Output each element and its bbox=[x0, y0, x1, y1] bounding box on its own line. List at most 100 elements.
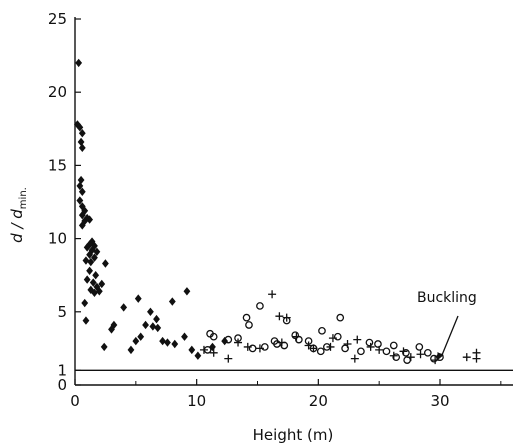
circle-point bbox=[245, 321, 253, 329]
axis-labels: Height (m) d / dmin. bbox=[8, 187, 333, 444]
plus-point bbox=[366, 342, 375, 351]
diamond-point bbox=[95, 287, 103, 296]
y-tick-label: 10 bbox=[48, 230, 67, 248]
diamond-point bbox=[82, 256, 90, 265]
buckling-annotation: Buckling bbox=[417, 290, 477, 361]
diamond-point bbox=[91, 288, 98, 297]
circle-point bbox=[260, 343, 269, 351]
diamond-point bbox=[77, 175, 85, 185]
diamond-point bbox=[120, 303, 128, 312]
circle-point bbox=[282, 316, 291, 325]
x-tick-label: 30 bbox=[430, 392, 449, 410]
diamond-point bbox=[81, 298, 89, 308]
circle-point bbox=[389, 341, 398, 350]
plus-point bbox=[209, 348, 218, 357]
diamond-point bbox=[78, 143, 86, 153]
circle-point bbox=[309, 344, 318, 353]
diamond-point bbox=[78, 128, 86, 138]
y-axis-title: d / dmin. bbox=[8, 187, 29, 243]
circle-point bbox=[322, 343, 331, 351]
circle-point bbox=[341, 344, 349, 353]
diamond-point bbox=[81, 206, 89, 215]
diamond-point bbox=[93, 247, 101, 256]
diamond-point bbox=[127, 345, 135, 355]
diamond-point bbox=[89, 278, 97, 287]
diamond-point bbox=[221, 336, 229, 346]
buckling-label: Buckling bbox=[417, 290, 477, 306]
circle-point bbox=[203, 346, 212, 354]
diamond-point bbox=[181, 332, 188, 341]
diamond-point bbox=[102, 259, 109, 268]
y-tick-label: 5 bbox=[57, 303, 67, 321]
diamond-point bbox=[91, 253, 98, 262]
x-tick-label: 10 bbox=[187, 392, 206, 410]
diamond-point bbox=[154, 323, 162, 333]
diamond-point bbox=[86, 215, 93, 224]
circle-point bbox=[318, 326, 326, 335]
diamond-point bbox=[82, 316, 90, 325]
circle-point bbox=[295, 335, 303, 344]
diamond-point bbox=[134, 294, 142, 303]
diamond-point bbox=[137, 332, 145, 341]
circle-point bbox=[415, 343, 424, 351]
diamond-point bbox=[194, 351, 202, 360]
circle-point bbox=[316, 347, 325, 356]
plus-point bbox=[255, 344, 264, 353]
diamond-point bbox=[75, 58, 83, 68]
diamond-point bbox=[86, 266, 93, 276]
x-tick-label: 20 bbox=[309, 392, 328, 410]
circle-point bbox=[365, 338, 374, 347]
circle-point bbox=[430, 354, 438, 363]
buckling-arrow-shaft bbox=[440, 315, 459, 357]
diamond-point bbox=[86, 240, 93, 249]
circle-point bbox=[402, 348, 410, 357]
plus-point bbox=[275, 312, 284, 321]
diamond-point bbox=[83, 275, 91, 284]
plus-point bbox=[462, 353, 471, 362]
diamond-point bbox=[76, 181, 84, 191]
diamond-point bbox=[77, 137, 85, 147]
diamond-point bbox=[76, 196, 84, 205]
plus-point bbox=[268, 290, 277, 299]
diamond-point bbox=[159, 336, 166, 346]
y-tick-label: 15 bbox=[48, 156, 67, 174]
diamond-point bbox=[83, 243, 91, 252]
circle-point bbox=[336, 313, 345, 322]
circle-point bbox=[242, 313, 251, 322]
diamond-point bbox=[110, 320, 118, 330]
diamond-point bbox=[78, 187, 86, 196]
diamond-point bbox=[153, 314, 160, 324]
circle-point bbox=[392, 353, 401, 362]
y-tick-label: 25 bbox=[48, 10, 67, 28]
diamond-point bbox=[76, 123, 84, 132]
diamond-point bbox=[78, 210, 86, 220]
circle-point bbox=[333, 332, 342, 341]
circle-point bbox=[273, 340, 281, 348]
diamond-point bbox=[78, 202, 86, 211]
circle-point bbox=[382, 347, 391, 356]
circle-point bbox=[304, 337, 313, 345]
diamond-point bbox=[78, 221, 86, 230]
circle-point bbox=[256, 302, 264, 310]
y-tick-label: 0 bbox=[57, 376, 67, 394]
x-axis-title: Height (m) bbox=[253, 426, 334, 444]
diamond-point bbox=[86, 250, 93, 259]
circle-point bbox=[280, 341, 289, 350]
plus-point bbox=[328, 334, 337, 343]
diamond-point bbox=[142, 320, 149, 330]
circle-point bbox=[374, 340, 382, 348]
diamond-point bbox=[98, 279, 106, 289]
diamond-point bbox=[188, 345, 196, 355]
diamond-point bbox=[92, 271, 100, 280]
diamond-point bbox=[183, 287, 191, 296]
diamond-point bbox=[93, 282, 101, 292]
diamond-point bbox=[168, 297, 176, 306]
diamond-point bbox=[87, 257, 95, 267]
circle-point bbox=[357, 347, 365, 356]
plus-point bbox=[224, 354, 233, 363]
circle-point bbox=[248, 344, 257, 353]
y-tick-label: 1 bbox=[57, 361, 67, 379]
plus-point bbox=[472, 354, 481, 363]
